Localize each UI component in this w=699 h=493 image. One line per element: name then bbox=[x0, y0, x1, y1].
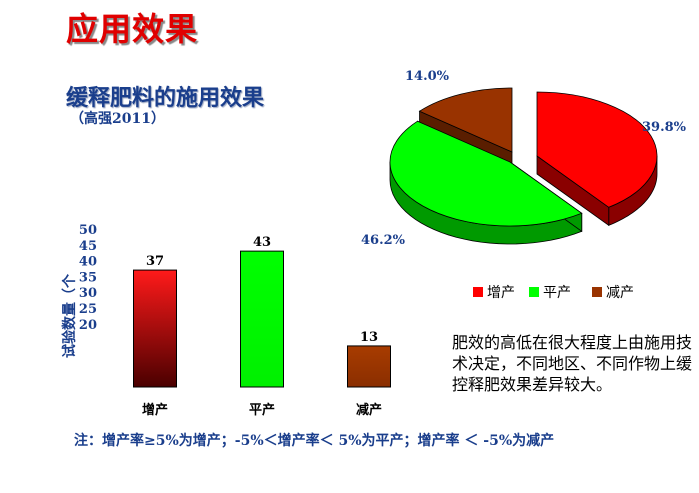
bar-value-label: 43 bbox=[253, 235, 271, 250]
category-label: 平产 bbox=[249, 402, 275, 418]
pie-slice-2 bbox=[389, 120, 583, 227]
legend-swatch bbox=[529, 287, 539, 297]
legend-swatch bbox=[592, 287, 602, 297]
bar-value-label: 37 bbox=[146, 254, 164, 269]
pie-chart: 39.8% 46.2% 14.0% 增产 平产 减产 bbox=[361, 69, 687, 301]
y-tick-label: 25 bbox=[79, 302, 97, 317]
legend-swatch bbox=[473, 287, 483, 297]
source-caption: （高强2011） bbox=[70, 111, 165, 127]
pie-value-label: 46.2% bbox=[361, 233, 406, 248]
category-label: 增产 bbox=[142, 402, 168, 418]
bar-3 bbox=[347, 345, 391, 388]
y-tick-label: 45 bbox=[79, 239, 97, 254]
y-tick-label: 35 bbox=[79, 270, 97, 285]
bar-2 bbox=[240, 250, 284, 388]
y-tick-label: 40 bbox=[79, 255, 97, 270]
bar-value-label: 13 bbox=[360, 330, 378, 345]
y-tick-label: 50 bbox=[79, 223, 97, 238]
footnote: 注：增产率≥5%为增产；-5%＜增产率＜ 5%为平产；增产率 ＜ -5%为减产 bbox=[74, 433, 555, 449]
bar-1 bbox=[133, 269, 177, 388]
description-text: 肥效的高低在很大程度上由施用技术决定，不同地区、不同作物上缓控释肥效果差异较大。 bbox=[452, 333, 693, 394]
category-label: 减产 bbox=[356, 402, 382, 418]
page-title: 应用效果 bbox=[66, 10, 199, 48]
y-tick-label: 20 bbox=[79, 318, 97, 333]
legend-label: 减产 bbox=[606, 285, 634, 301]
y-tick-label: 30 bbox=[79, 286, 97, 301]
pie-slice-1 bbox=[536, 91, 658, 208]
legend-label: 平产 bbox=[543, 285, 571, 301]
pie-value-label: 39.8% bbox=[642, 120, 687, 135]
legend-label: 增产 bbox=[487, 285, 515, 301]
y-axis-label: 试验数量（个 bbox=[61, 273, 78, 358]
chart-section-title: 缓释肥料的施用效果 bbox=[66, 86, 265, 111]
pie-value-label: 14.0% bbox=[405, 69, 450, 84]
pie-slice-3 bbox=[418, 87, 513, 153]
